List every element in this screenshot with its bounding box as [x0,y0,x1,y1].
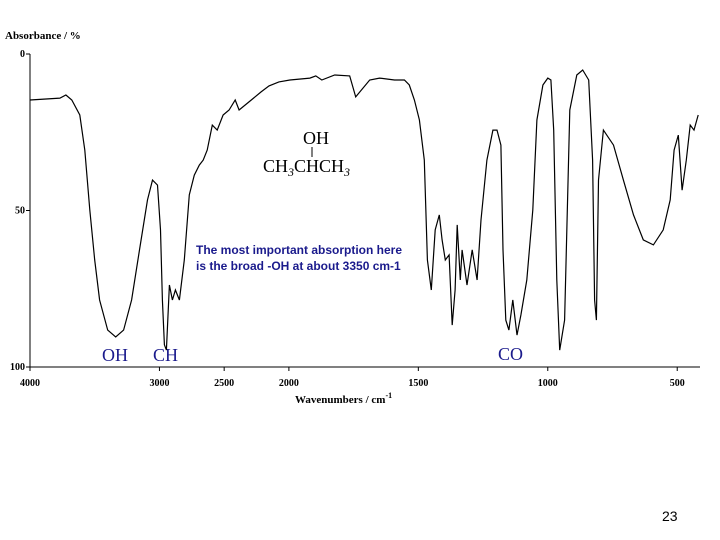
annotation: OH [102,345,128,365]
x-axis-label-text: Wavenumbers / cm [295,394,385,406]
formula-part: CHCH [294,156,344,176]
x-axis-label: Wavenumbers / cm-1 [295,391,392,406]
note-line: The most important absorption here [196,243,402,257]
x-tick-label: 2000 [279,378,299,389]
spectrum-line [29,69,699,351]
x-tick-label: 1000 [538,378,558,389]
formula-subscript: 3 [287,165,294,179]
y-tick-label: 100 [10,362,25,373]
structure-oh: OH [303,128,329,148]
x-tick-label: 4000 [20,378,40,389]
x-tick-label: 2500 [214,378,234,389]
note-line: is the broad -OH at about 3350 cm-1 [196,259,401,273]
y-tick-label: 50 [15,206,25,217]
slide-number: 23 [662,508,678,524]
formula-part: CH [263,156,288,176]
x-tick-label: 500 [670,378,685,389]
annotation: CH [153,345,178,365]
x-axis-label-sup: -1 [385,391,392,400]
annotation: CO [498,344,523,364]
formula-subscript: 3 [343,165,350,179]
x-tick-label: 3000 [149,378,169,389]
structure-formula: CH3CHCH3 [263,156,350,179]
y-tick-label: 0 [20,49,25,60]
y-axis-label: Absorbance / % [5,30,81,42]
x-tick-label: 1500 [408,378,428,389]
